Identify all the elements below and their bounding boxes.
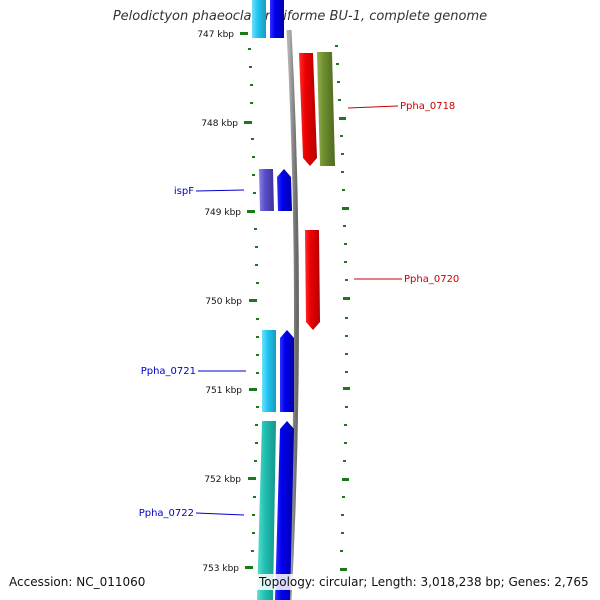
scale-label: 750 kbp [205, 297, 242, 307]
accession-label: Accession: NC_011060 [6, 574, 149, 590]
gene-feature-top[interactable] [270, 0, 284, 38]
topology-label: Topology: circular; Length: 3,018,238 bp… [256, 574, 592, 590]
gene-label-ppha-0718[interactable]: Ppha_0718 [400, 101, 455, 112]
genome-backbone [286, 29, 299, 600]
leader-line-ppha-0718 [347, 105, 399, 109]
map-title: Pelodictyon phaeoclathratiforme BU-1, co… [112, 9, 488, 24]
leader-line-ispf [195, 189, 245, 192]
scale-label: 747 kbp [197, 30, 234, 40]
gene-label-ppha-0722[interactable]: Ppha_0722 [139, 508, 194, 519]
leader-line-ppha-0722 [195, 512, 245, 516]
gene-ppha-0718[interactable] [299, 53, 317, 166]
cds-feature-top[interactable] [252, 0, 266, 38]
gene-label-ppha-0721[interactable]: Ppha_0721 [141, 366, 196, 377]
cds-ppha-0718[interactable] [317, 52, 335, 166]
inner-tick-ring [248, 48, 259, 552]
gene-label-ispf[interactable]: ispF [174, 186, 194, 197]
gene-ppha-0721[interactable] [280, 330, 294, 412]
gene-ppha-0720[interactable] [305, 230, 320, 330]
scale-label: 751 kbp [205, 386, 242, 396]
cds-ispf[interactable] [259, 169, 274, 211]
scale-label: 749 kbp [204, 208, 241, 218]
gene-ppha-0722[interactable] [275, 421, 294, 600]
scale-label: 748 kbp [201, 119, 238, 129]
outer-tick-ring [335, 45, 350, 571]
scale-label: 753 kbp [202, 564, 239, 574]
gene-label-ppha-0720[interactable]: Ppha_0720 [404, 274, 459, 285]
cds-ppha-0721[interactable] [262, 330, 276, 412]
cds-ppha-0722[interactable] [257, 421, 276, 600]
scale-label: 752 kbp [204, 475, 241, 485]
gene-ispf[interactable] [277, 169, 292, 211]
scale-major-ticks [240, 32, 257, 569]
